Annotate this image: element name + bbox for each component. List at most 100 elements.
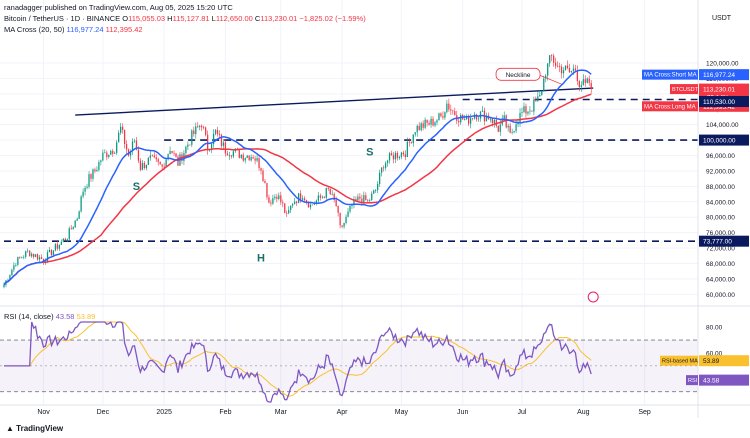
candle-body bbox=[491, 118, 493, 124]
candle-body bbox=[323, 196, 325, 198]
candle-body bbox=[325, 188, 327, 198]
candle-body bbox=[205, 127, 207, 135]
candle-body bbox=[68, 228, 70, 240]
candle-body bbox=[380, 167, 383, 173]
candle-body bbox=[203, 127, 205, 128]
symbol-ohlc-line: Bitcoin / TetherUS · 1D · BINANCE O115,0… bbox=[4, 14, 366, 23]
candle-body bbox=[525, 106, 527, 114]
rsi-tag-box bbox=[686, 375, 698, 386]
candle-body bbox=[282, 202, 284, 204]
candle-body bbox=[424, 119, 426, 128]
candle-body bbox=[568, 68, 571, 73]
level-110530-tag-box bbox=[699, 95, 749, 107]
candle-body bbox=[537, 96, 539, 101]
candle-body bbox=[313, 203, 316, 205]
candle-body bbox=[94, 169, 96, 172]
level-100000-tag: 100,000.00 bbox=[703, 138, 736, 145]
candle-body bbox=[361, 198, 363, 204]
candle-body bbox=[34, 254, 37, 257]
candle-body bbox=[375, 190, 377, 191]
candle-body bbox=[489, 118, 492, 120]
candle-body bbox=[384, 163, 387, 169]
candle-body bbox=[371, 193, 373, 200]
candle-body bbox=[440, 113, 442, 117]
candle-body bbox=[452, 110, 454, 112]
candle-body bbox=[432, 118, 434, 126]
candle-body bbox=[386, 160, 389, 164]
candle-body bbox=[519, 112, 521, 123]
candle-body bbox=[545, 75, 547, 79]
candle-body bbox=[25, 251, 27, 257]
candle-body bbox=[135, 140, 138, 150]
price-tick-label: 96,000.00 bbox=[706, 153, 735, 160]
tradingview-logo[interactable]: ▲ TradingView bbox=[6, 424, 64, 433]
ma-short-tag-text: MA Cross:Short MA bbox=[644, 73, 697, 79]
candle-body bbox=[177, 156, 179, 166]
candle-body bbox=[535, 99, 537, 101]
candle-body bbox=[191, 130, 193, 145]
candle-body bbox=[171, 151, 173, 153]
candle-body bbox=[212, 133, 215, 145]
candle-body bbox=[272, 198, 274, 204]
candle-body bbox=[511, 132, 513, 133]
candle-body bbox=[17, 256, 19, 265]
candle-body bbox=[151, 155, 153, 157]
close-value: 113,230.01 bbox=[260, 14, 298, 23]
candle-body bbox=[426, 119, 428, 123]
candle-body bbox=[402, 152, 405, 155]
rsi-indicator-line[interactable]: RSI (14, close) 43.58 53.89 bbox=[4, 312, 96, 321]
candle-body bbox=[341, 225, 343, 227]
price-tick-label: 92,000.00 bbox=[706, 168, 735, 175]
candle-body bbox=[84, 187, 86, 192]
candle-body bbox=[570, 70, 573, 73]
candle-body bbox=[400, 152, 403, 157]
rsi-header-value: 43.58 bbox=[55, 312, 75, 321]
price-tick-label: 84,000.00 bbox=[706, 199, 735, 206]
candle-body bbox=[367, 200, 369, 201]
candle-body bbox=[250, 157, 252, 161]
candle-body bbox=[394, 152, 397, 160]
ma-short-value-tag: 116,977.24 bbox=[703, 72, 735, 79]
candle-body bbox=[505, 115, 507, 128]
candle-body bbox=[280, 195, 282, 203]
candle-body bbox=[373, 190, 375, 194]
candle-body bbox=[434, 122, 436, 126]
candle-body bbox=[355, 198, 357, 201]
candle-body bbox=[430, 118, 432, 125]
candle-body bbox=[123, 129, 126, 145]
candle-body bbox=[392, 155, 395, 160]
candle-body bbox=[244, 157, 246, 161]
candle-body bbox=[428, 122, 430, 125]
candle-body bbox=[52, 250, 55, 255]
candle-body bbox=[260, 168, 262, 171]
candle-body bbox=[106, 152, 108, 158]
candle-body bbox=[582, 79, 584, 86]
rsi-value: 43.58 bbox=[703, 378, 720, 385]
ma-long-value-tag: 112,395.42 bbox=[703, 104, 735, 111]
price-tick-label: 60,000.00 bbox=[706, 292, 735, 299]
candle-body bbox=[72, 227, 74, 230]
candle-body bbox=[541, 91, 543, 96]
candle-body bbox=[46, 252, 49, 262]
symbol-name[interactable]: Bitcoin / TetherUS · 1D · BINANCE bbox=[4, 14, 121, 23]
candle-body bbox=[224, 142, 227, 154]
change-value: −1,825.02 (−1.59%) bbox=[299, 14, 366, 23]
candle-body bbox=[305, 200, 308, 202]
rsi-ma-tag-box bbox=[660, 355, 698, 366]
candle-body bbox=[507, 125, 509, 128]
alert-icon[interactable] bbox=[587, 291, 599, 303]
candle-body bbox=[349, 206, 351, 212]
candle-body bbox=[351, 205, 353, 207]
candle-body bbox=[252, 157, 254, 159]
candle-body bbox=[343, 222, 345, 227]
ma-short-tag-box bbox=[642, 69, 698, 80]
candle-body bbox=[448, 103, 450, 110]
candle-body bbox=[70, 228, 72, 230]
candle-body bbox=[36, 254, 39, 260]
candle-body bbox=[564, 65, 567, 71]
candle-body bbox=[446, 103, 448, 113]
candle-body bbox=[100, 160, 102, 163]
ma-indicator-line[interactable]: MA Cross (20, 50) 116,977.24 112,395.42 bbox=[4, 25, 143, 34]
rsi-ma-tag: RSI-based MA bbox=[662, 359, 698, 365]
